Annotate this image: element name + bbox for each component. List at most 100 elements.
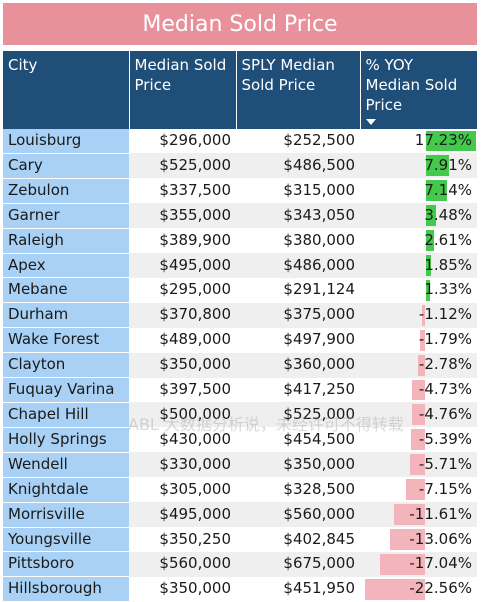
yoy-value: -4.73% [418,380,472,399]
median-sold-price-cell: $500,000 [129,402,236,428]
table-row[interactable]: Raleigh $389,900 $380,000 2.61% [3,228,477,254]
table-body: Louisburg $296,000 $252,500 17.23% Cary $525,… [3,129,477,602]
table-row[interactable]: Holly Springs $430,000 $454,500 -5.39% [3,427,477,453]
yoy-cell: -13.06% [360,527,477,552]
sply-median-sold-price-cell: $486,500 [236,153,360,179]
table-row[interactable]: Cary $525,000 $486,500 7.91% [3,153,477,179]
city-cell: Durham [3,302,129,329]
yoy-data-bar [426,205,437,227]
sply-median-sold-price-cell: $380,000 [283,230,355,249]
sply-median-sold-price-cell: $675,000 [236,551,360,577]
column-header-city[interactable]: City [3,51,130,129]
table-row[interactable]: Pittsboro $560,000 $675,000 -17.04% [3,551,477,578]
table-row[interactable]: Durham $370,800 $375,000 -1.12% [3,302,477,329]
yoy-value: 17.23% [414,131,472,150]
yoy-value: -17.04% [409,554,472,573]
table-row[interactable]: Fuquay Varina $397,500 $417,250 -4.73% [3,377,477,403]
yoy-value: -11.61% [409,504,472,523]
yoy-data-bar [412,379,425,401]
table-row[interactable]: Wendell $330,000 $350,000 -5.71% [3,452,477,478]
median-sold-price-cell: $295,000 [159,280,231,299]
sply-median-sold-price-cell: $252,500 [283,131,355,150]
column-header-yoy-label: % YOY Median Sold Price [365,56,458,114]
table-row[interactable]: Apex $495,000 $486,000 1.85% [3,253,477,279]
median-sold-price-cell: $350,250 [159,529,231,548]
yoy-cell: -11.61% [360,502,477,527]
sply-median-sold-price-cell: $360,000 [236,352,360,378]
yoy-value: -1.12% [418,305,472,324]
median-sold-price-cell: $430,000 [159,429,231,448]
yoy-value: 7.14% [424,180,472,199]
yoy-data-bar [426,279,430,301]
city-cell: Garner [3,203,129,229]
yoy-cell: -4.76% [360,402,477,428]
city-cell: Clayton [3,352,129,379]
city-cell: Mebane [3,277,129,304]
sply-median-sold-price-cell: $328,500 [283,479,355,498]
table-row[interactable]: Youngsville $350,250 $402,845 -13.06% [3,527,477,553]
median-sold-price-cell: $337,500 [159,180,231,199]
yoy-value: -7.15% [418,479,472,498]
column-header-sply-median-sold-price[interactable]: SPLY Median Sold Price [236,51,361,129]
table-row[interactable]: Wake Forest $489,000 $497,900 -1.79% [3,327,477,354]
table-row[interactable]: Hillsborough $350,000 $451,950 -22.56% [3,576,477,602]
table-row[interactable]: Louisburg $296,000 $252,500 17.23% [3,129,477,154]
yoy-data-bar [426,155,449,177]
yoy-cell: -7.15% [360,477,477,502]
yoy-data-bar [426,180,447,202]
column-header-median-sold-price[interactable]: Median Sold Price [129,51,237,129]
yoy-cell: -5.39% [360,427,477,452]
table-row[interactable]: Chapel Hill $500,000 $525,000 -4.76% [3,402,477,428]
table-row[interactable]: Knightdale $305,000 $328,500 -7.15% [3,477,477,503]
sply-median-sold-price-cell: $486,000 [236,253,360,278]
median-sold-price-cell: $330,000 [129,452,236,478]
table-row[interactable]: Clayton $350,000 $360,000 -2.78% [3,352,477,379]
sort-descending-icon[interactable] [365,119,376,125]
yoy-cell: 7.91% [360,153,477,179]
yoy-value: -5.71% [418,454,472,473]
yoy-cell: 17.23% [360,129,477,153]
median-sold-price-cell: $370,800 [129,302,236,328]
median-sold-price-cell: $525,000 [129,153,236,179]
yoy-cell: -22.56% [360,577,477,602]
yoy-value: 2.61% [424,230,472,249]
yoy-value: -1.79% [418,330,472,349]
yoy-cell: -1.79% [360,328,477,353]
table-row[interactable]: Garner $355,000 $343,050 3.48% [3,203,477,229]
sply-median-sold-price-cell: $402,845 [283,529,355,548]
yoy-cell: 3.48% [360,203,477,229]
sply-median-sold-price-cell: $560,000 [236,502,360,527]
table-row[interactable]: Mebane $295,000 $291,124 1.33% [3,277,477,304]
yoy-data-bar [405,479,425,501]
median-sold-price-cell: $296,000 [159,131,231,150]
median-sold-price-cell: $350,000 [129,352,236,378]
yoy-cell: -17.04% [360,551,477,577]
median-sold-price-cell: $489,000 [159,330,231,349]
yoy-cell: -1.12% [360,302,477,328]
median-sold-price-cell: $560,000 [129,551,236,577]
yoy-value: 7.91% [424,155,472,174]
sply-median-sold-price-cell: $291,124 [283,280,355,299]
column-header-yoy-median-sold-price[interactable]: % YOY Median Sold Price [360,51,477,129]
median-sold-price-cell: $305,000 [159,479,231,498]
city-cell: Wake Forest [3,327,129,354]
city-cell: Raleigh [3,228,129,254]
yoy-cell: 2.61% [360,228,477,253]
median-sold-price-cell: $495,000 [129,502,236,527]
sply-median-sold-price-cell: $343,050 [236,203,360,229]
sply-median-sold-price-cell: $454,500 [283,429,355,448]
city-cell: Hillsborough [3,576,129,602]
table-row[interactable]: Zebulon $337,500 $315,000 7.14% [3,178,477,204]
yoy-data-bar [412,404,425,426]
yoy-data-bar [422,304,425,326]
report-title: Median Sold Price [3,3,477,45]
city-cell: Fuquay Varina [3,377,129,403]
yoy-data-bar [409,454,425,476]
yoy-cell: 7.14% [360,178,477,203]
city-cell: Cary [3,153,129,179]
table-row[interactable]: Morrisville $495,000 $560,000 -11.61% [3,502,477,528]
median-sold-price-cell: $350,000 [159,579,231,598]
city-cell: Youngsville [3,527,129,553]
yoy-data-bar [426,255,432,276]
city-cell: Wendell [3,452,129,478]
